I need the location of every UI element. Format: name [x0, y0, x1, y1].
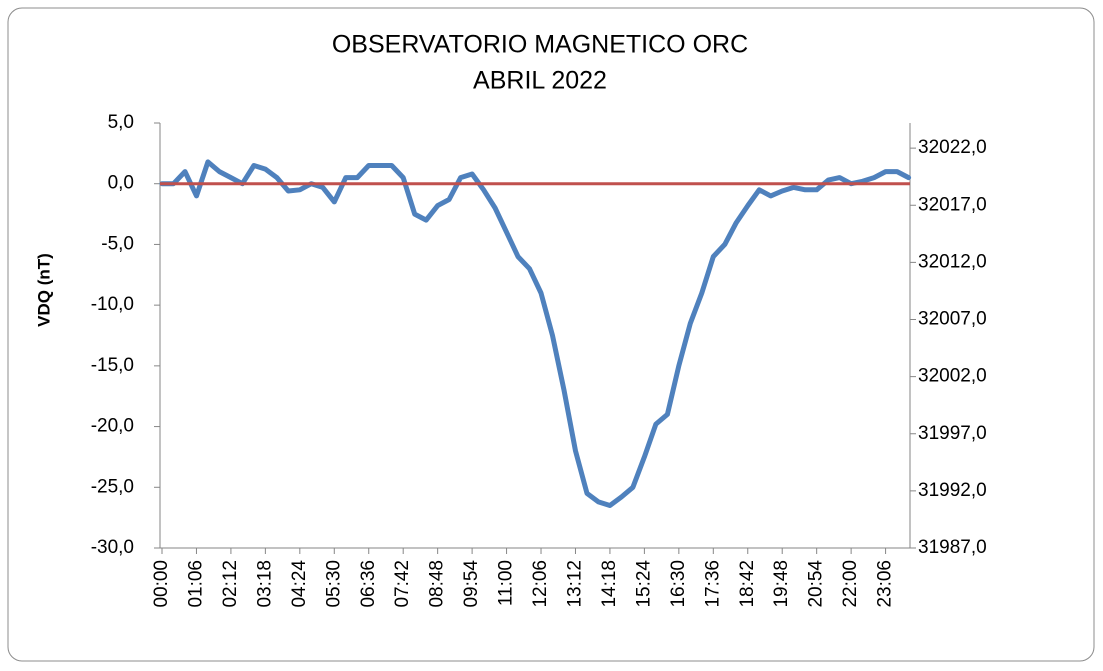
x-tick-label: 14:18: [599, 560, 620, 608]
x-tick-label: 02:12: [220, 560, 241, 608]
x-tick-label: 05:30: [323, 560, 344, 608]
y2-tick-label: 31987,0: [918, 537, 987, 558]
y2-tick-label: 31992,0: [918, 480, 987, 501]
y-tick-label: -25,0: [91, 476, 134, 497]
y2-tick-label: 32012,0: [918, 251, 987, 272]
y-tick-label: 0,0: [108, 173, 134, 194]
y2-tick-label: 32022,0: [918, 137, 987, 158]
y-axis-label: VDQ (nT): [34, 253, 53, 327]
x-tick-label: 07:42: [392, 560, 413, 608]
y2-tick-label: 32002,0: [918, 366, 987, 387]
y2-tick-label: 32007,0: [918, 309, 987, 330]
x-tick-label: 12:06: [530, 560, 551, 608]
x-tick-label: 09:54: [461, 560, 482, 608]
x-tick-label: 06:36: [358, 560, 379, 608]
x-tick-label: 16:30: [668, 560, 689, 608]
x-tick-label: 00:00: [151, 560, 172, 608]
chart-subtitle: ABRIL 2022: [473, 67, 607, 95]
x-tick-label: 22:00: [840, 560, 861, 608]
y-tick-label: -30,0: [91, 537, 134, 558]
x-tick-label: 20:54: [806, 560, 827, 608]
y-tick-label: -20,0: [91, 416, 134, 437]
x-tick-label: 13:12: [564, 560, 585, 608]
x-tick-label: 11:00: [496, 560, 517, 606]
x-tick-label: 15:24: [633, 560, 654, 608]
x-tick-label: 01:06: [185, 560, 206, 608]
y-tick-label: -10,0: [91, 294, 134, 315]
x-tick-label: 18:42: [737, 560, 758, 608]
y2-tick-label: 32017,0: [918, 194, 987, 215]
data-line: [159, 159, 912, 508]
x-tick-label: 08:48: [427, 560, 448, 608]
x-tick-label: 17:36: [702, 560, 723, 608]
y2-tick-label: 31997,0: [918, 423, 987, 444]
x-tick-label: 04:24: [289, 560, 310, 608]
y-tick-label: -15,0: [91, 355, 134, 376]
x-tick-label: 23:06: [875, 560, 896, 608]
y-tick-label: 5,0: [108, 112, 134, 133]
x-tick-label: 19:48: [771, 560, 792, 608]
x-tick-label: 03:18: [254, 560, 275, 608]
chart-title: OBSERVATORIO MAGNETICO ORC: [332, 31, 748, 59]
y-tick-label: -5,0: [101, 233, 134, 254]
